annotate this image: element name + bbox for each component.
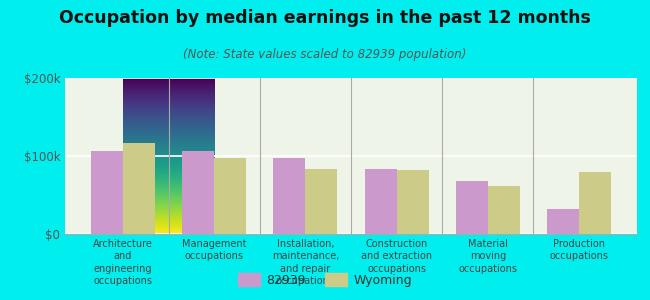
Bar: [488, 186, 520, 234]
Bar: [579, 172, 611, 234]
Text: (Note: State values scaled to 82939 population): (Note: State values scaled to 82939 popu…: [183, 48, 467, 61]
Bar: [91, 151, 123, 234]
Bar: [182, 151, 214, 234]
Bar: [274, 158, 305, 234]
Bar: [365, 169, 396, 234]
Bar: [123, 143, 155, 234]
Bar: [456, 181, 488, 234]
Bar: [306, 169, 337, 234]
Bar: [396, 170, 428, 234]
Bar: [547, 209, 579, 234]
Bar: [214, 158, 246, 234]
Legend: 82939, Wyoming: 82939, Wyoming: [234, 270, 416, 291]
Text: Occupation by median earnings in the past 12 months: Occupation by median earnings in the pas…: [59, 9, 591, 27]
